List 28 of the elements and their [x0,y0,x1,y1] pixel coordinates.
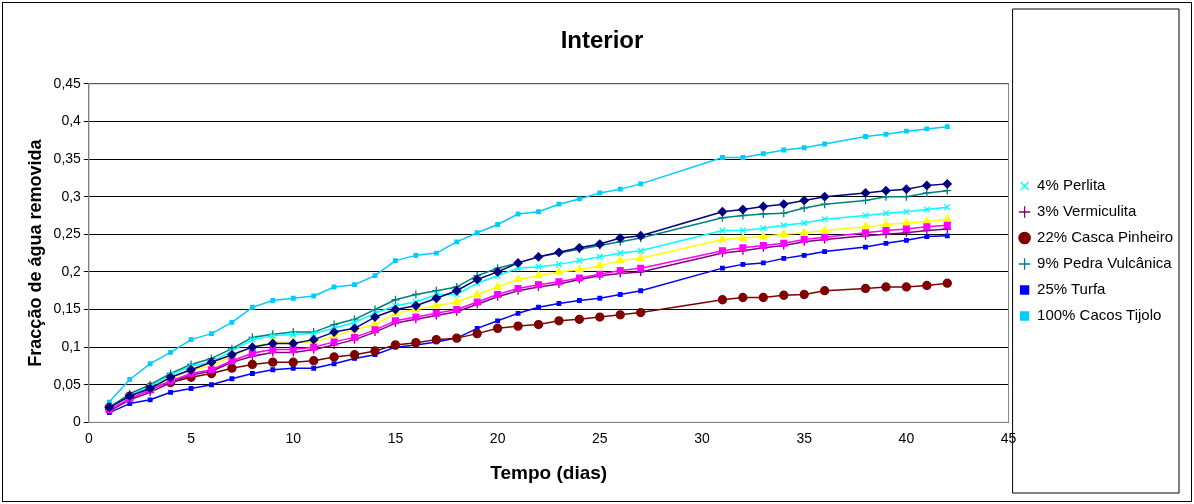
legend-label: 3% Vermiculita [1037,202,1137,220]
y-tick-label: 0 [73,413,82,430]
x-tick-label: 40 [898,429,915,446]
legend-label: 4% Perlita [1037,176,1107,194]
legend-label: 22% Casca Pinheiro [1037,228,1174,246]
y-tick-label: 0,25 [53,225,82,242]
x-axis-title: Tempo (dias) [490,461,608,483]
y-tick-label: 0,45 [53,74,82,91]
y-tick-label: 0,15 [53,300,82,317]
y-tick-label: 0,4 [61,112,82,129]
x-tick-label: 25 [592,429,608,446]
legend-label: 25% Turfa [1037,280,1107,298]
legend-label: 100% Cacos Tijolo [1037,306,1162,324]
x-tick-label: 15 [387,429,404,446]
x-tick-label: 30 [694,429,711,446]
x-tick-label: 5 [187,429,196,446]
x-tick-label: 35 [796,429,813,446]
y-tick-label: 0,2 [61,262,82,279]
y-tick-label: 0,05 [53,375,82,392]
x-tick-label: 20 [489,429,506,446]
y-axis-title: Fracção de água removida [24,138,45,367]
x-tick-label: 10 [285,429,302,446]
y-tick-label: 0,35 [53,149,82,166]
y-tick-label: 0,1 [61,338,82,355]
legend-label: 9% Pedra Vulcânica [1037,254,1173,272]
y-tick-label: 0,3 [61,187,82,204]
chart-title: Interior [560,26,644,54]
x-tick-label: 0 [84,429,93,446]
